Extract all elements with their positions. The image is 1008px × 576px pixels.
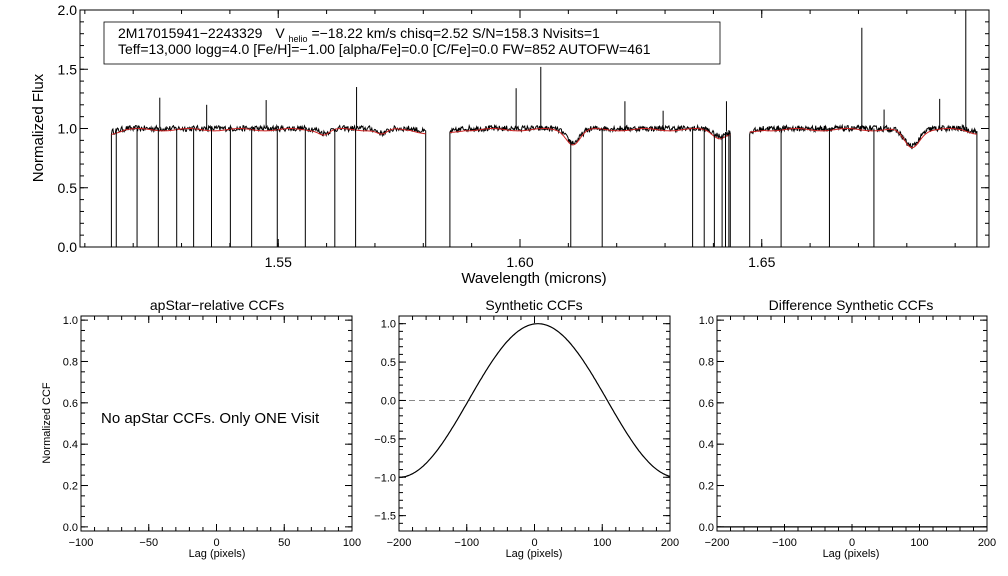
apstar-ccf-ticks: −100 −50 0 50 100 0.0 0.2 0.4 0.6 0.8 1.0 <box>63 315 361 549</box>
model-spectrum-chip-3 <box>749 128 977 149</box>
observed-spectrum-chip-2 <box>449 123 731 247</box>
x-tick-label: 1.65 <box>748 254 775 270</box>
apstar-ccf-title: apStar−relative CCFs <box>150 297 284 313</box>
synthetic-ccf-data <box>398 323 671 478</box>
spectrum-x-axis-title: Wavelength (microns) <box>461 270 606 287</box>
spectrum-panel: 1.55 1.60 1.65 0.0 0.5 1.0 1.5 2.0 2M17015941−2… <box>30 2 990 287</box>
x-tick-label: 0 <box>531 537 537 549</box>
x-tick-label: 0 <box>849 537 855 549</box>
x-tick-label: 100 <box>593 537 611 549</box>
spectrum-info-box <box>103 21 721 65</box>
spectrum-y-axis-title: Normalized Flux <box>30 73 47 182</box>
y-tick-label: 0.6 <box>63 398 78 410</box>
spectrum-info-line-1: 2M17015941−2243329 V helio =−18.22 km/s … <box>118 25 600 45</box>
x-tick-label: 200 <box>978 537 996 549</box>
y-tick-label: 1.0 <box>63 315 78 327</box>
spectrum-ticks: 1.55 1.60 1.65 0.0 0.5 1.0 1.5 2.0 <box>58 2 989 270</box>
y-tick-label: 0.2 <box>63 481 78 493</box>
x-tick-label: −100 <box>772 537 797 549</box>
y-tick-label: 0.0 <box>381 395 396 407</box>
star-id: 2M17015941−2243329 <box>118 25 263 41</box>
spectrum-data <box>110 10 978 247</box>
apstar-ccf-x-axis-title: Lag (pixels) <box>189 548 246 560</box>
y-tick-label: 1.0 <box>699 315 714 327</box>
x-tick-label: −200 <box>387 537 412 549</box>
observed-spectrum-chip-3 <box>749 123 978 247</box>
v-symbol: V <box>275 25 285 41</box>
v-subscript: helio <box>289 34 308 44</box>
y-tick-label: 0.8 <box>699 356 714 368</box>
y-tick-label: 0.0 <box>63 522 78 534</box>
x-tick-label: −200 <box>705 537 730 549</box>
y-tick-label: 1.0 <box>58 121 78 137</box>
x-tick-label: 100 <box>910 537 928 549</box>
synthetic-ccf-x-axis-title: Lag (pixels) <box>506 548 563 560</box>
y-tick-label: 0.8 <box>63 356 78 368</box>
synthetic-ccf-axes-frame <box>398 315 671 532</box>
y-tick-label: 0.4 <box>699 439 714 451</box>
y-tick-label: −1.0 <box>374 472 396 484</box>
x-tick-label: −50 <box>139 537 158 549</box>
y-tick-label: 0.2 <box>699 481 714 493</box>
difference-ccf-title: Difference Synthetic CCFs <box>769 297 934 313</box>
y-tick-label: −1.5 <box>374 511 396 523</box>
difference-ccf-panel: Difference Synthetic CCFs −200 −100 0 100 20… <box>699 297 996 560</box>
x-tick-label: 200 <box>661 537 679 549</box>
y-tick-label: 0.0 <box>699 522 714 534</box>
y-tick-label: 0.6 <box>699 398 714 410</box>
spectrum-info-line-2: Teff=13,000 logg=4.0 [Fe/H]=−1.00 [alpha… <box>118 41 651 57</box>
x-tick-label: 1.55 <box>265 254 292 270</box>
y-tick-label: 0.0 <box>58 239 78 255</box>
y-tick-label: −0.5 <box>374 434 396 446</box>
apstar-ccf-y-axis-title: Normalized CCF <box>41 382 53 464</box>
model-spectrum-chip-2 <box>449 128 731 146</box>
y-tick-label: 1.5 <box>58 61 78 77</box>
x-tick-label: −100 <box>454 537 479 549</box>
x-tick-label: −100 <box>69 537 94 549</box>
difference-ccf-x-axis-title: Lag (pixels) <box>823 548 880 560</box>
model-spectrum-chip-1 <box>111 128 426 136</box>
apstar-ccf-message: No apStar CCFs. Only ONE Visit <box>101 410 320 427</box>
x-tick-label: 0 <box>213 537 219 549</box>
x-tick-label: 100 <box>343 537 361 549</box>
observed-spectrum-chip-1 <box>110 123 427 247</box>
y-tick-label: 0.4 <box>63 439 78 451</box>
x-tick-label: 50 <box>278 537 290 549</box>
synthetic-ccf-curve <box>398 323 671 478</box>
difference-ccf-axes-frame <box>716 315 988 532</box>
y-tick-label: 0.5 <box>381 357 396 369</box>
synthetic-ccf-ticks: −200 −100 0 100 200 −1.5 −1.0 −0.5 0.0 0.5 1.0 <box>374 315 679 549</box>
y-tick-label: 0.5 <box>58 180 78 196</box>
synthetic-ccf-title: Synthetic CCFs <box>485 297 582 313</box>
synthetic-ccf-panel: Synthetic CCFs −200 −100 0 100 200 −1.5 −1.0 −0… <box>374 297 679 560</box>
difference-ccf-ticks: −200 −100 0 100 200 0.0 0.2 0.4 0.6 0.8 1.0 <box>699 315 996 549</box>
apstar-ccf-panel: apStar−relative CCFs −100 −50 0 50 100 0.0 0.2… <box>41 297 361 560</box>
x-tick-label: 1.60 <box>506 254 533 270</box>
spectrum-stats: =−18.22 km/s chisq=2.52 S/N=158.3 Nvisit… <box>311 25 600 41</box>
y-tick-label: 1.0 <box>381 319 396 331</box>
y-tick-label: 2.0 <box>58 2 78 18</box>
